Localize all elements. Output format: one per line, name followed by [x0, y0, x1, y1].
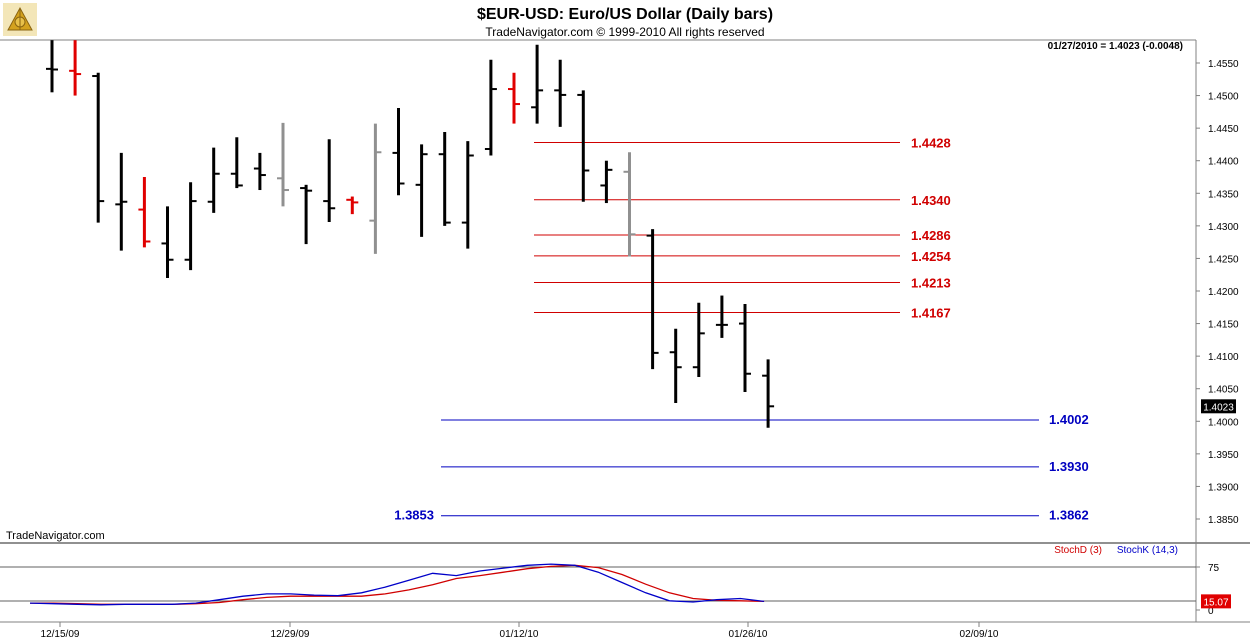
- ohlc-bar: [69, 40, 82, 96]
- ohlc-bar: [300, 184, 313, 245]
- ohlc-bar: [415, 144, 428, 237]
- ohlc-bar: [346, 196, 359, 215]
- red-level-label: 1.4167: [911, 305, 951, 320]
- watermark-text: TradeNavigator.com: [6, 530, 105, 542]
- ohlc-bar: [739, 304, 751, 392]
- ohlc-bar: [115, 152, 128, 251]
- quote-readout: 01/27/2010 = 1.4023 (-0.0048): [1048, 41, 1183, 52]
- chart-title: $EUR-USD: Euro/US Dollar (Daily bars): [477, 6, 773, 23]
- stoch-k-legend: StochK (14,3): [1117, 545, 1178, 556]
- red-level-label: 1.4254: [911, 249, 952, 264]
- stoch-value-label: 15.07: [1203, 597, 1228, 608]
- ohlc-bar: [600, 160, 613, 204]
- ohlc-bar: [531, 44, 544, 124]
- ohlc-bar: [184, 182, 197, 271]
- level-lines: 1.4428 1.4340 1.4286 1.4254 1.4213 1.4167 1.40…: [394, 135, 1089, 522]
- price-tick-label: 1.3850: [1208, 515, 1239, 526]
- ohlc-bar: [138, 177, 151, 248]
- price-tick-label: 1.4000: [1208, 417, 1239, 428]
- stoch-d-legend: StochD (3): [1054, 545, 1102, 556]
- price-tick-label: 1.3900: [1208, 482, 1239, 493]
- ohlc-bar: [92, 72, 105, 223]
- date-axis: 12/15/09 12/29/09 01/12/10 01/26/10 02/09/10: [41, 622, 999, 640]
- last-price-label: 1.4023: [1203, 402, 1234, 413]
- stoch-k-line: [29, 563, 765, 606]
- chart-subtitle: TradeNavigator.com © 1999-2010 All right…: [485, 25, 764, 39]
- price-tick-label: 1.4100: [1208, 352, 1239, 363]
- price-tick-label: 1.4550: [1208, 59, 1239, 70]
- ohlc-bar: [438, 132, 451, 226]
- date-tick-label: 12/29/09: [271, 629, 310, 640]
- ohlc-bar: [692, 302, 705, 377]
- ohlc-bar: [461, 141, 474, 249]
- ohlc-bar: [277, 122, 289, 207]
- ohlc-bar: [484, 59, 497, 156]
- price-tick-label: 1.4400: [1208, 157, 1239, 168]
- ohlc-bar: [323, 139, 336, 222]
- date-tick-label: 01/26/10: [729, 629, 768, 640]
- red-level-label: 1.4340: [911, 193, 951, 208]
- ohlc-bar: [762, 359, 775, 428]
- ohlc-bar: [669, 328, 682, 404]
- date-tick-label: 01/12/10: [500, 629, 539, 640]
- ohlc-bar: [508, 72, 520, 124]
- ohlc-bars: [46, 40, 775, 428]
- price-tick-label: 1.3950: [1208, 450, 1239, 461]
- blue-level-label: 1.3862: [1049, 508, 1089, 523]
- ohlc-bar: [392, 107, 405, 196]
- price-tick-label: 1.4300: [1208, 222, 1239, 233]
- stoch-value-box: [1201, 594, 1231, 609]
- last-price-box: [1201, 399, 1236, 414]
- price-tick-label: 1.4050: [1208, 385, 1239, 396]
- ohlc-bar: [369, 123, 382, 254]
- price-tick-label: 1.4450: [1208, 124, 1239, 135]
- ohlc-bar: [46, 40, 58, 93]
- stoch-tick-label: 75: [1208, 563, 1220, 574]
- ohlc-bar: [161, 206, 174, 278]
- blue-level-left-label: 1.3853: [394, 508, 434, 523]
- price-tick-label: 1.4200: [1208, 287, 1239, 298]
- blue-level-label: 1.4002: [1049, 412, 1089, 427]
- price-tick-label: 1.4500: [1208, 92, 1239, 103]
- ohlc-bar: [207, 147, 220, 213]
- price-tick-label: 1.4350: [1208, 189, 1239, 200]
- red-level-label: 1.4213: [911, 276, 951, 291]
- ohlc-bar: [230, 137, 243, 189]
- red-level-label: 1.4286: [911, 228, 951, 243]
- stochastic-panel: 75 015.07: [0, 563, 1231, 617]
- price-tick-label: 1.4250: [1208, 254, 1239, 265]
- ohlc-bar: [715, 295, 728, 338]
- price-tick-label: 1.4150: [1208, 320, 1239, 331]
- red-level-label: 1.4428: [911, 135, 951, 150]
- ohlc-bar: [253, 152, 266, 191]
- stoch-tick-label: 0: [1208, 606, 1214, 617]
- date-tick-label: 12/15/09: [41, 629, 80, 640]
- ohlc-bar: [623, 152, 636, 257]
- last-price-marker: 1.4023: [1201, 399, 1236, 414]
- sextant-logo-icon: [3, 3, 37, 36]
- ohlc-bar: [554, 59, 567, 127]
- ohlc-bar: [577, 90, 590, 202]
- blue-level-label: 1.3930: [1049, 459, 1089, 474]
- price-axis: 1.4550 1.4500 1.4450 1.4400 1.4350 1.4300 1.42…: [1196, 59, 1239, 526]
- ohlc-bar: [646, 229, 659, 370]
- date-tick-label: 02/09/10: [960, 629, 999, 640]
